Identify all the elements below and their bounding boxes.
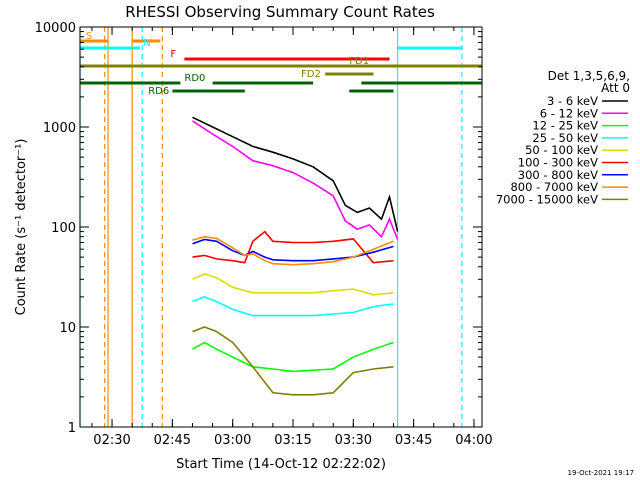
state-label-n: N [143,38,150,49]
state-label-rd6: RD6 [148,86,169,97]
legend-title-line-2: Att 0 [601,81,630,95]
series-50-100-kev [192,273,394,296]
state-label-rd0: RD0 [184,73,205,84]
legend-label-100-300-kev: 100 - 300 keV [518,156,598,170]
state-label-fd1: FD1 [349,56,369,67]
legend-label-300-800-kev: 300 - 800 keV [518,168,598,182]
state-label-s: S [86,31,92,42]
state-label-f: F [170,49,176,60]
legend-label-50-100-kev: 50 - 100 keV [525,143,598,157]
series-25-50-kev [192,296,394,317]
series-7000-15000-kev [192,326,394,396]
legend-label-3-6-kev: 3 - 6 keV [547,94,598,108]
x-tick-label-03-00: 03:00 [214,433,251,448]
series-6-12-kev [192,120,399,240]
x-tick-label-03-30: 03:30 [335,433,372,448]
y-tick-label-1000: 1000 [43,121,76,136]
legend-label-25-50-kev: 25 - 50 keV [532,131,598,145]
y-tick-label-1: 1 [68,421,76,436]
data-series [192,116,399,396]
y-tick-label-10000: 10000 [35,21,76,36]
y-axis-label: Count Rate (s⁻¹ detector⁻¹) [14,139,29,316]
series-100-300-kev [192,230,394,264]
y-tick-label-100: 100 [51,221,76,236]
x-tick-label-02-30: 02:30 [93,433,130,448]
legend-label-800-7000-kev: 800 - 7000 keV [510,180,598,194]
series-3-6-kev [192,116,399,232]
legend-label-6-12-kev: 6 - 12 keV [540,106,598,120]
y-tick-label-10: 10 [59,321,76,336]
legend-title-line-1: Det 1,3,5,6,9, [548,69,630,83]
footer-timestamp: 19-Oct-2021 19:17 [568,469,634,477]
legend-label-7000-15000-kev: 7000 - 15000 keV [496,192,598,206]
chart-title: RHESSI Observing Summary Count Rates [125,3,435,21]
series-800-7000-kev [192,235,394,266]
legend-label-12-25-kev: 12 - 25 keV [532,119,598,133]
x-tick-label-03-15: 03:15 [274,433,311,448]
x-tick-label-03-45: 03:45 [395,433,432,448]
axes: 02:30 02:45 03:00 03:15 03:30 03:45 04:00 1 10 10… [35,21,493,448]
state-bars: S N F FD1 FD2 RD0 RD6 [80,31,482,97]
series-12-25-kev [192,341,394,373]
x-axis-label: Start Time (14-Oct-12 02:22:02) [176,457,386,472]
x-tick-label-04-00: 04:00 [455,433,492,448]
state-label-fd2: FD2 [301,69,321,80]
x-tick-label-02-45: 02:45 [154,433,191,448]
